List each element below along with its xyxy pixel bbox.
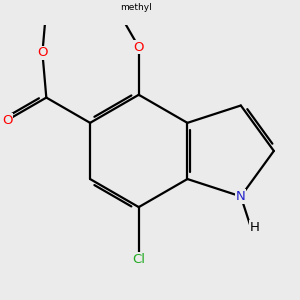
Text: methyl: methyl xyxy=(121,3,152,12)
Text: O: O xyxy=(37,46,48,59)
Text: N: N xyxy=(236,190,246,203)
Text: O: O xyxy=(2,113,13,127)
Text: H: H xyxy=(250,221,260,234)
Text: O: O xyxy=(134,40,144,53)
Text: Cl: Cl xyxy=(132,253,145,266)
